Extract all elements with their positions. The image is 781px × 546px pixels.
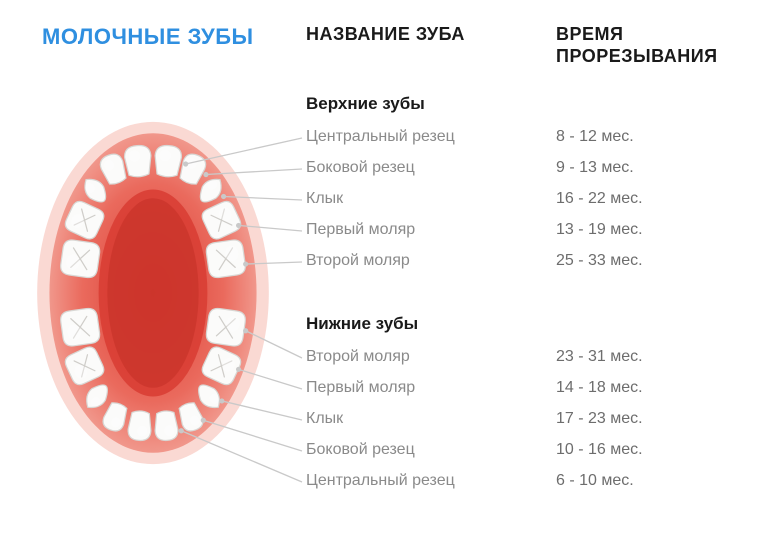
table-row: Первый моляр14 - 18 мес.	[306, 379, 746, 397]
column-header-name: НАЗВАНИЕ ЗУБА	[306, 24, 465, 45]
tooth-name: Боковой резец	[306, 441, 556, 459]
table-row: Центральный резец8 - 12 мес.	[306, 128, 746, 146]
section-upper-teeth: Верхние зубы	[306, 94, 425, 114]
column-header-time: ВРЕМЯ ПРОРЕЗЫВАНИЯ	[556, 24, 718, 67]
table-row: Первый моляр13 - 19 мес.	[306, 221, 746, 239]
eruption-time: 17 - 23 мес.	[556, 410, 643, 428]
eruption-time: 9 - 13 мес.	[556, 159, 634, 177]
mouth-diagram	[18, 78, 288, 508]
tooth-name: Клык	[306, 190, 556, 208]
tooth-name: Центральный резец	[306, 472, 556, 490]
eruption-time: 8 - 12 мес.	[556, 128, 634, 146]
tooth-name: Первый моляр	[306, 379, 556, 397]
tooth-name: Первый моляр	[306, 221, 556, 239]
eruption-time: 23 - 31 мес.	[556, 348, 643, 366]
table-row: Клык17 - 23 мес.	[306, 410, 746, 428]
table-row: Второй моляр25 - 33 мес.	[306, 252, 746, 270]
column-header-time-l1: ВРЕМЯ	[556, 24, 623, 44]
tooth-name: Второй моляр	[306, 348, 556, 366]
eruption-time: 6 - 10 мес.	[556, 472, 634, 490]
tooth-name: Второй моляр	[306, 252, 556, 270]
eruption-time: 10 - 16 мес.	[556, 441, 643, 459]
tooth-name: Боковой резец	[306, 159, 556, 177]
table-row: Боковой резец9 - 13 мес.	[306, 159, 746, 177]
table-row: Центральный резец6 - 10 мес.	[306, 472, 746, 490]
page-title: МОЛОЧНЫЕ ЗУБЫ	[42, 24, 254, 50]
table-row: Клык16 - 22 мес.	[306, 190, 746, 208]
eruption-time: 25 - 33 мес.	[556, 252, 643, 270]
table-row: Второй моляр23 - 31 мес.	[306, 348, 746, 366]
column-header-time-l2: ПРОРЕЗЫВАНИЯ	[556, 46, 718, 66]
eruption-time: 16 - 22 мес.	[556, 190, 643, 208]
tooth-name: Клык	[306, 410, 556, 428]
eruption-time: 13 - 19 мес.	[556, 221, 643, 239]
mouth-svg	[18, 78, 288, 508]
section-lower-teeth: Нижние зубы	[306, 314, 418, 334]
tooth-name: Центральный резец	[306, 128, 556, 146]
table-row: Боковой резец10 - 16 мес.	[306, 441, 746, 459]
eruption-time: 14 - 18 мес.	[556, 379, 643, 397]
